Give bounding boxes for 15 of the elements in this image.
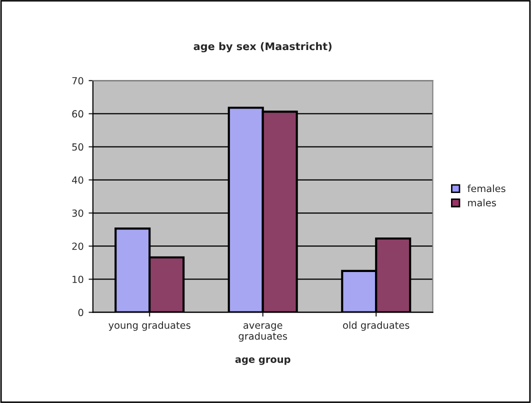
- legend-label: males: [468, 198, 496, 206]
- y-tick-label: 20: [72, 242, 84, 250]
- x-tick-label: old graduates: [343, 321, 410, 331]
- y-tick-label: 40: [72, 176, 84, 184]
- y-tick-label: 60: [72, 110, 84, 118]
- y-tick-label: 70: [72, 77, 84, 84]
- chart-title: age by sex (Maastricht): [194, 42, 332, 52]
- x-tick-label: average graduates: [238, 323, 288, 342]
- y-tick-label: 30: [72, 209, 84, 217]
- y-tick-label: 10: [72, 276, 84, 284]
- x-tick-label: young graduates: [108, 321, 190, 331]
- x-axis-title: age group: [235, 357, 290, 365]
- y-tick-label: 50: [72, 143, 84, 151]
- legend-label: females: [467, 184, 506, 192]
- y-tick-label: 0: [78, 308, 84, 316]
